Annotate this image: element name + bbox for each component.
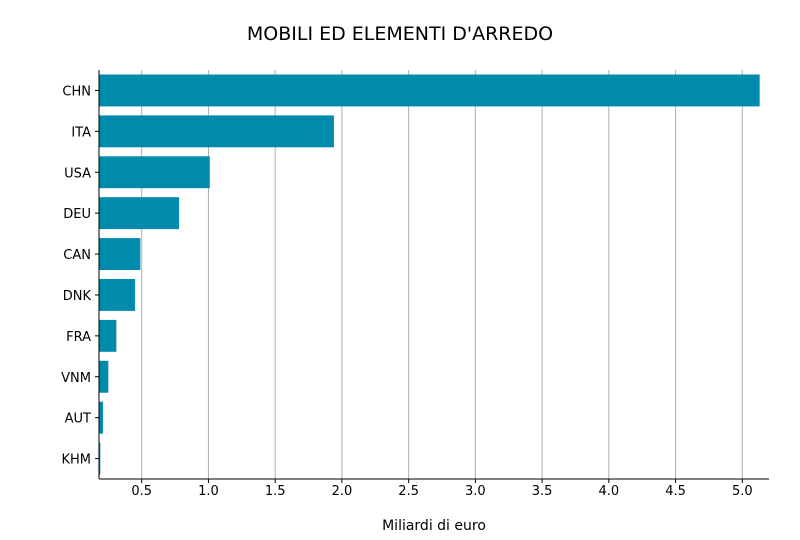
y-tick-label: FRA xyxy=(66,330,91,345)
y-tick-label: DEU xyxy=(63,207,91,222)
y-tick-label: VNM xyxy=(61,371,91,386)
x-tick-label: 5.0 xyxy=(732,484,753,499)
bars xyxy=(99,74,760,475)
x-tick-label: 1.5 xyxy=(265,484,286,499)
y-tick-label: CAN xyxy=(63,248,91,263)
bar-can xyxy=(99,238,141,271)
bar-vnm xyxy=(99,360,109,393)
y-tick-label: ITA xyxy=(71,125,91,140)
y-tick-label: KHM xyxy=(61,453,91,468)
bar-ita xyxy=(99,115,334,148)
chart-title: MOBILI ED ELEMENTI D'ARREDO xyxy=(247,23,553,45)
y-tick-label: AUT xyxy=(65,412,91,427)
x-axis-label: Miliardi di euro xyxy=(382,518,486,534)
x-tick-label: 0.5 xyxy=(131,484,152,499)
x-tick-label: 4.0 xyxy=(598,484,619,499)
tick-labels: 0.5 1.0 1.5 2.0 2.5 3.0 3.5 4.0 4.5 5.0 CHN ITA USA D… xyxy=(61,84,752,499)
bar-chn xyxy=(99,74,760,107)
x-tick-label: 4.5 xyxy=(665,484,686,499)
y-tick-label: USA xyxy=(64,166,91,181)
x-tick-label: 1.0 xyxy=(198,484,219,499)
bar-fra xyxy=(99,319,117,352)
x-tick-label: 3.5 xyxy=(532,484,553,499)
bar-deu xyxy=(99,197,180,230)
bar-dnk xyxy=(99,278,136,311)
y-tick-label: CHN xyxy=(62,84,91,99)
bar-khm xyxy=(99,442,101,475)
x-tick-label: 3.0 xyxy=(465,484,486,499)
y-tick-label: DNK xyxy=(63,289,92,304)
axes xyxy=(95,70,769,483)
bar-aut xyxy=(99,401,104,434)
x-tick-label: 2.5 xyxy=(398,484,419,499)
x-tick-label: 2.0 xyxy=(332,484,353,499)
bar-usa xyxy=(99,156,210,189)
